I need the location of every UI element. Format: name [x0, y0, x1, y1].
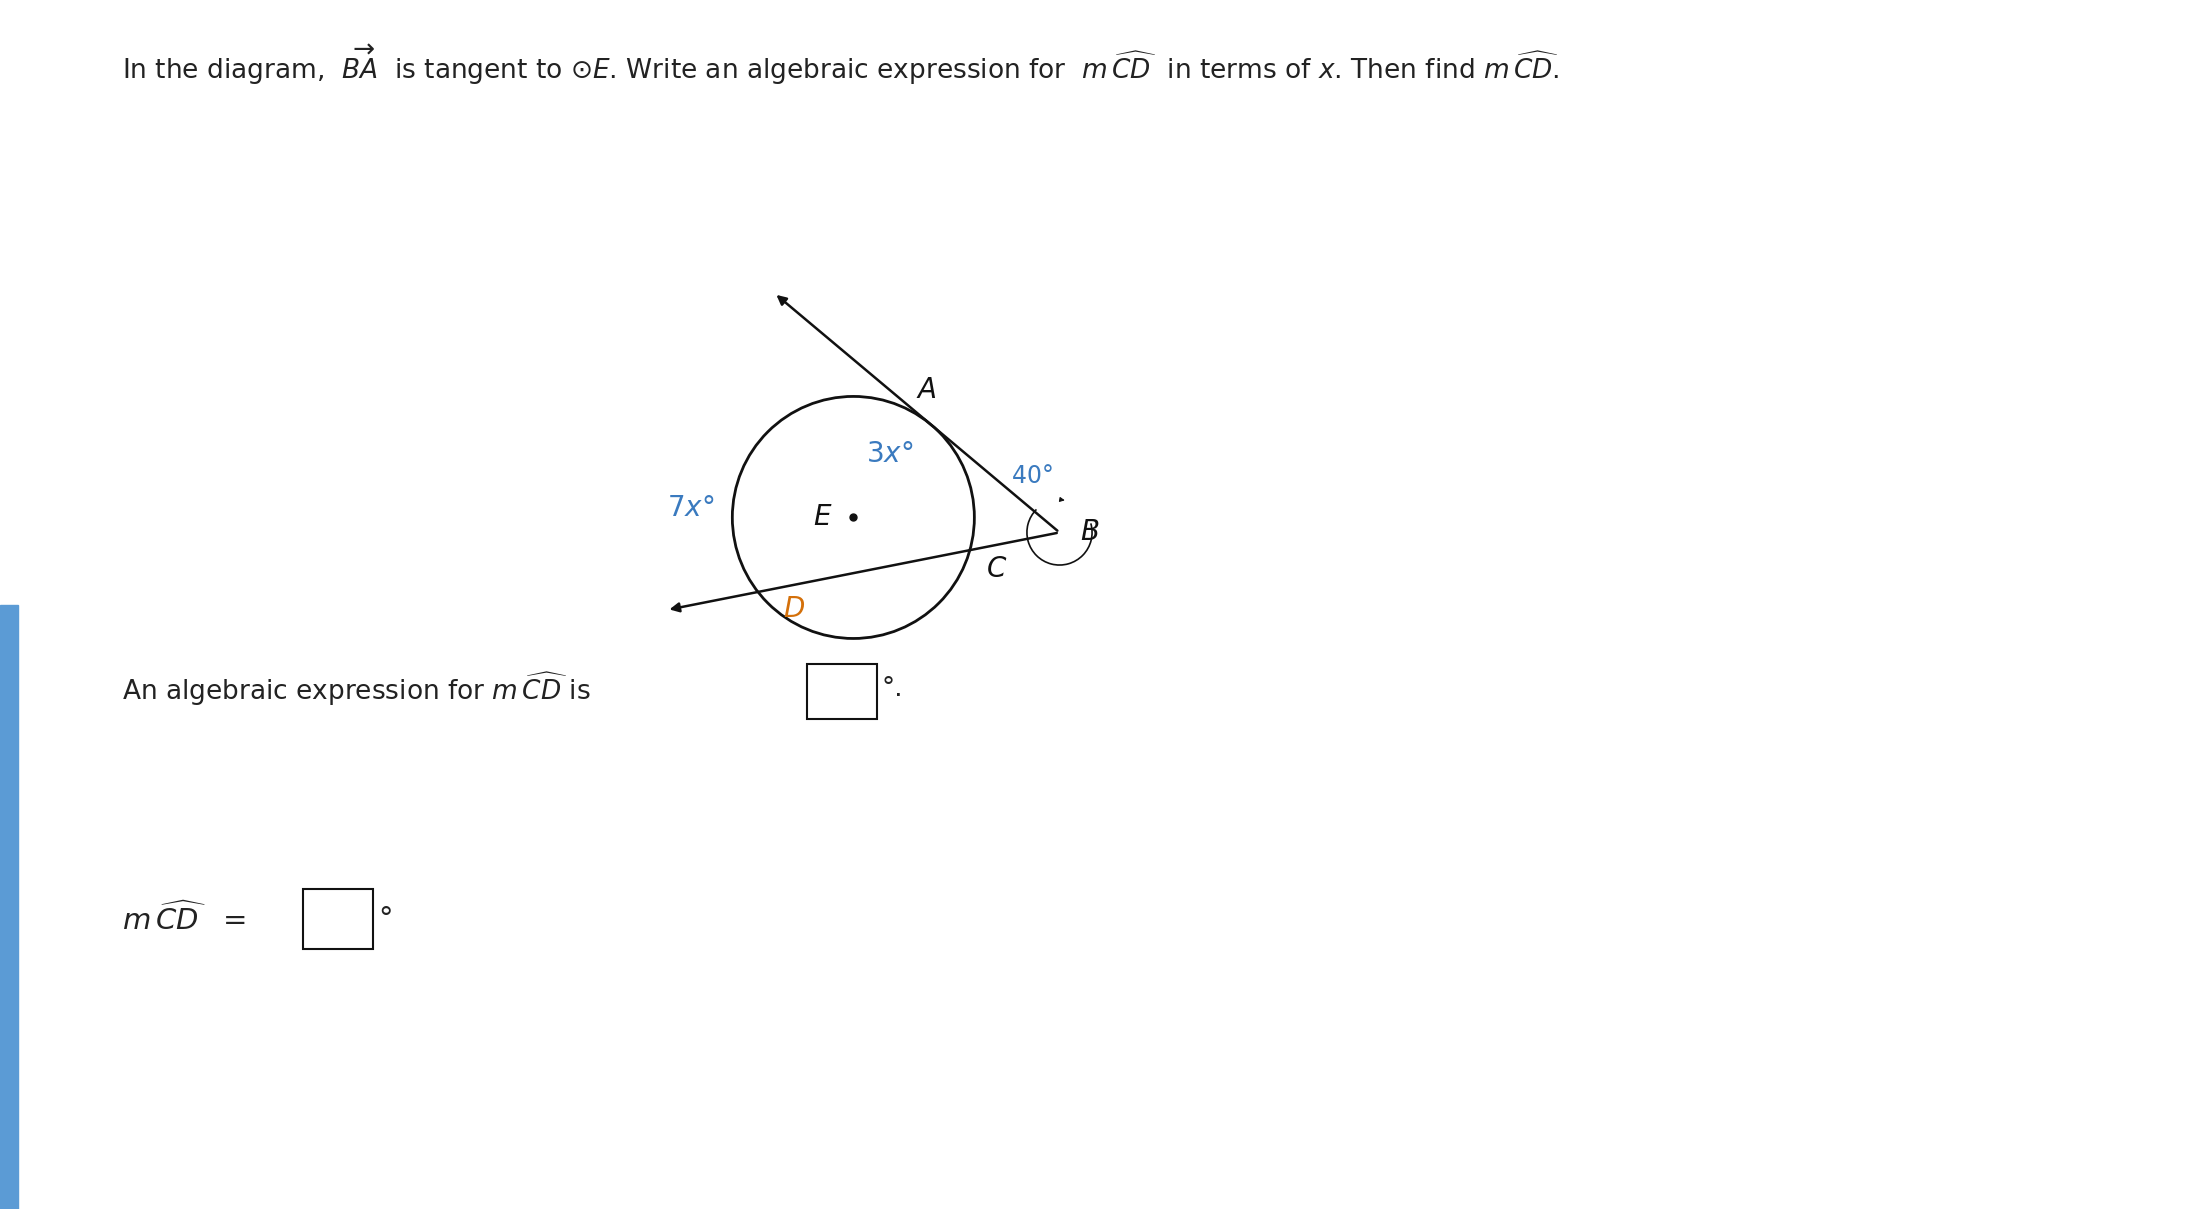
Text: $E$: $E$: [813, 504, 833, 531]
Text: $7x°$: $7x°$: [667, 494, 714, 521]
Text: In the diagram,  $\overrightarrow{BA}$  is tangent to $\odot E$. Write an algebr: In the diagram, $\overrightarrow{BA}$ is…: [122, 42, 1560, 87]
Text: $C$: $C$: [986, 556, 1008, 583]
Text: $D$: $D$: [782, 596, 804, 623]
Text: °: °: [378, 904, 393, 933]
Text: $A$: $A$: [917, 377, 937, 404]
Text: $B$: $B$: [1081, 519, 1098, 546]
Text: $m\,\widehat{CD}$  $=$: $m\,\widehat{CD}$ $=$: [122, 902, 245, 936]
Text: $40°$: $40°$: [1010, 464, 1052, 487]
Text: $3x°$: $3x°$: [866, 441, 913, 468]
Text: An algebraic expression for $m\,\widehat{CD}$ is: An algebraic expression for $m\,\widehat…: [122, 670, 590, 708]
Text: °.: °.: [882, 676, 904, 702]
